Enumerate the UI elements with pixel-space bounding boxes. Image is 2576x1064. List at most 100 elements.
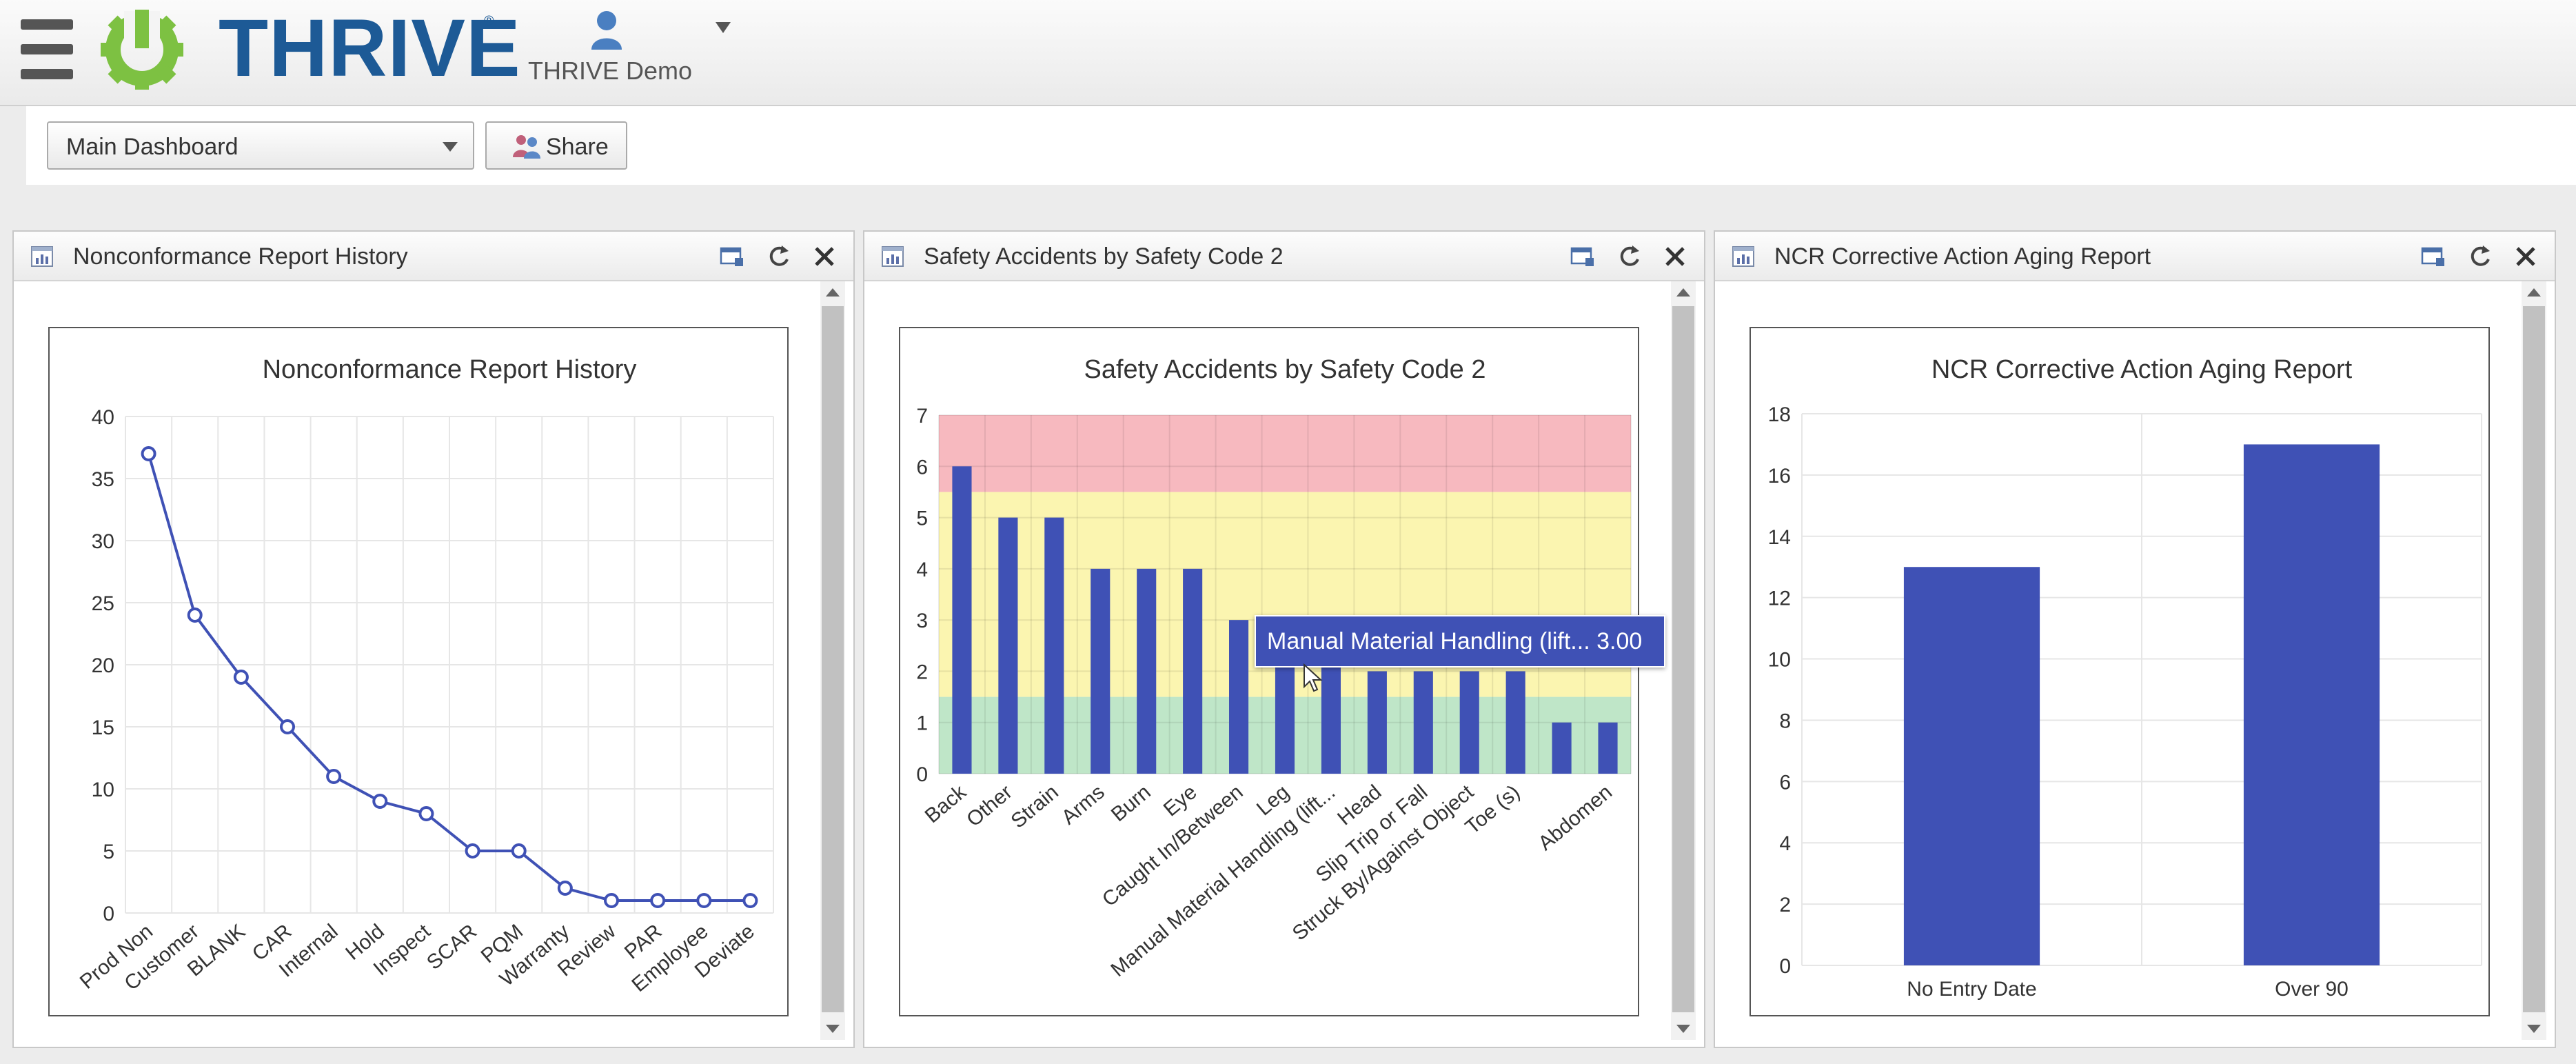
data-point — [141, 446, 156, 461]
scroll-thumb[interactable] — [1672, 306, 1694, 1012]
chart-widget-icon — [31, 246, 53, 267]
data-point — [187, 608, 203, 623]
bar — [1183, 568, 1203, 774]
y-tick-label: 14 — [1768, 526, 1791, 549]
bar — [1091, 568, 1110, 774]
panel-nonconformance-history: Nonconformance Report History Nonconform… — [12, 230, 855, 1048]
bar — [1459, 671, 1479, 774]
bar-chart: Safety Accidents by Safety Code 2 0 1 2 3 4 5 6… — [916, 355, 1632, 981]
scroll-up-icon[interactable] — [2527, 288, 2541, 297]
line-chart: Nonconformance Report History 0 5 10 15 20 25 3… — [76, 355, 774, 996]
data-point — [604, 893, 619, 908]
y-tick-label: 20 — [92, 654, 114, 677]
y-tick-label: 8 — [1779, 710, 1791, 732]
registered-mark: ® — [484, 14, 494, 29]
hamburger-menu-icon[interactable] — [21, 18, 73, 81]
chart-title: Safety Accidents by Safety Code 2 — [1084, 355, 1485, 384]
chart-title: NCR Corrective Action Aging Report — [1931, 355, 2353, 384]
x-tick-label: Burn — [1107, 781, 1155, 826]
scroll-down-icon[interactable] — [826, 1025, 840, 1033]
panel-ncr-aging: NCR Corrective Action Aging Report NCR C… — [1714, 230, 2556, 1048]
bar — [1137, 568, 1157, 774]
user-icon — [591, 11, 622, 50]
x-tick-label: Arms — [1057, 781, 1109, 829]
refresh-icon[interactable] — [2466, 243, 2494, 270]
y-tick-label: 30 — [92, 530, 114, 553]
y-tick-label: 2 — [1779, 894, 1791, 916]
scroll-thumb[interactable] — [2523, 306, 2545, 1012]
scroll-up-icon[interactable] — [1676, 288, 1690, 297]
x-tick-label: SCAR — [423, 920, 481, 974]
scroll-down-icon[interactable] — [1676, 1025, 1690, 1033]
y-tick-label: 10 — [1768, 649, 1791, 672]
y-tick-label: 0 — [916, 763, 928, 786]
app-header: THRIVE ® THRIVE Demo — [0, 0, 2576, 106]
scroll-thumb[interactable] — [822, 306, 844, 1012]
y-tick-label: 6 — [916, 456, 928, 479]
thrive-logo: THRIVE ® — [98, 7, 520, 91]
close-icon[interactable] — [811, 243, 838, 270]
widget-settings-icon[interactable] — [1569, 243, 1596, 270]
bar-chart: NCR Corrective Action Aging Report 0 2 4 6 8 1… — [1768, 355, 2482, 1001]
bar — [1367, 671, 1387, 774]
dashboard-select-value: Main Dashboard — [66, 134, 239, 160]
y-tick-label: 18 — [1768, 403, 1791, 426]
scroll-down-icon[interactable] — [2527, 1025, 2541, 1033]
panel-title: Safety Accidents by Safety Code 2 — [924, 243, 1284, 270]
data-point — [233, 670, 249, 685]
y-tick-label: 2 — [916, 661, 928, 683]
user-menu[interactable]: THRIVE Demo — [524, 7, 738, 90]
share-users-icon — [513, 135, 540, 159]
y-tick-label: 4 — [916, 559, 928, 581]
close-icon[interactable] — [1661, 243, 1689, 270]
chevron-down-icon — [443, 142, 458, 152]
y-tick-label: 0 — [103, 903, 114, 925]
bar — [1598, 722, 1618, 774]
widget-settings-icon[interactable] — [718, 243, 746, 270]
data-point — [696, 893, 712, 908]
chart-frame: Safety Accidents by Safety Code 2 0 1 2 3 4 5 6… — [899, 327, 1639, 1016]
chart-frame: Nonconformance Report History 0 5 10 15 20 25 3… — [48, 327, 789, 1016]
chevron-down-icon[interactable] — [716, 22, 731, 33]
bar — [2243, 444, 2380, 965]
close-icon[interactable] — [2512, 243, 2539, 270]
data-point — [465, 843, 480, 859]
y-tick-label: 16 — [1768, 465, 1791, 488]
y-tick-label: 35 — [92, 468, 114, 491]
logo-text: THRIVE — [219, 3, 521, 94]
y-tick-label: 4 — [1779, 832, 1791, 855]
data-point — [280, 719, 295, 734]
data-point — [418, 806, 434, 821]
chart-widget-icon — [882, 246, 904, 267]
bar — [952, 466, 972, 774]
vertical-scrollbar[interactable] — [820, 281, 845, 1040]
x-tick-label: No Entry Date — [1907, 978, 2036, 1001]
power-gear-icon — [101, 10, 183, 91]
series-line — [147, 453, 751, 902]
data-point — [511, 843, 527, 859]
vertical-scrollbar[interactable] — [2522, 281, 2546, 1040]
dashboard-select[interactable]: Main Dashboard — [47, 121, 474, 170]
x-tick-label: Other — [962, 781, 1017, 832]
scroll-up-icon[interactable] — [826, 288, 840, 297]
share-button[interactable]: Share — [485, 121, 627, 170]
refresh-icon[interactable] — [765, 243, 793, 270]
vertical-scrollbar[interactable] — [1671, 281, 1696, 1040]
data-point — [650, 893, 666, 908]
y-tick-label: 25 — [92, 592, 114, 615]
user-name: THRIVE Demo — [528, 57, 693, 85]
panel-header: Safety Accidents by Safety Code 2 — [864, 232, 1704, 281]
y-tick-label: 3 — [916, 610, 928, 632]
refresh-icon[interactable] — [1616, 243, 1643, 270]
bar — [1044, 517, 1064, 774]
bar — [1552, 722, 1572, 774]
x-tick-label: Back — [921, 780, 971, 827]
y-tick-label: 12 — [1768, 588, 1791, 610]
data-point — [326, 769, 342, 784]
share-label: Share — [546, 134, 609, 160]
y-tick-label: 0 — [1779, 955, 1791, 978]
threshold-band-red — [939, 415, 1631, 492]
widget-settings-icon[interactable] — [2420, 243, 2447, 270]
bar — [1229, 620, 1249, 774]
bar — [1413, 671, 1433, 774]
